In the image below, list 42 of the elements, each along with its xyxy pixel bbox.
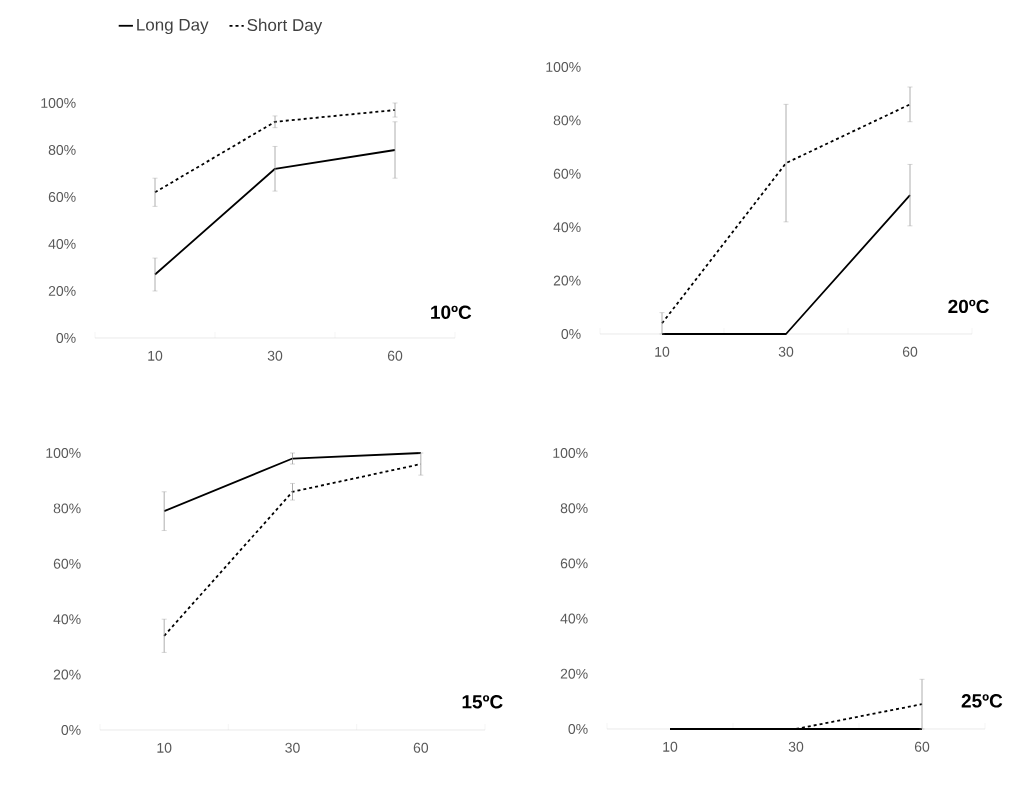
y-tick-label: 40% — [48, 239, 76, 249]
x-tick-label: 60 — [387, 350, 403, 361]
y-tick-label: 0% — [561, 329, 581, 339]
x-tick-label: 30 — [788, 741, 804, 752]
annotation: 15ºC — [462, 695, 503, 709]
x-tick-label: 30 — [285, 742, 300, 753]
x-tick-label: 10 — [663, 741, 678, 752]
x-tick-label: 10 — [148, 350, 163, 361]
text: 25ºC — [961, 694, 1003, 708]
legend-label: Long Day — [137, 18, 209, 35]
y-tick-label: 0% — [568, 724, 588, 734]
y-tick-label: 80% — [560, 503, 588, 514]
x-tick-label: 10 — [655, 346, 670, 357]
y-tick-label: 80% — [553, 115, 581, 126]
y-tick-label: 60% — [553, 168, 581, 179]
annotation: 20ºC — [948, 299, 989, 314]
y-tick-label: 80% — [48, 145, 76, 155]
x-tick-label: 10 — [157, 742, 172, 753]
y-tick-label: 100% — [46, 448, 81, 458]
y-tick-label: 100% — [41, 98, 76, 108]
y-tick-label: 40% — [53, 614, 81, 625]
x-tick-label: 30 — [267, 350, 283, 361]
y-tick-label: 20% — [53, 669, 81, 680]
y-tick-label: 60% — [48, 192, 76, 202]
annotation: 10ºC — [431, 305, 472, 320]
y-tick-label: 20% — [560, 668, 588, 679]
y-tick-label: 100% — [546, 62, 581, 72]
y-tick-label: 20% — [553, 275, 581, 286]
y-tick-label: 100% — [553, 448, 588, 458]
x-tick-label: 60 — [902, 346, 918, 357]
x-tick-label: 30 — [778, 346, 794, 357]
x-tick-label: 60 — [914, 741, 930, 752]
y-tick-label: 40% — [553, 222, 581, 233]
y-tick-label: 60% — [53, 558, 81, 569]
y-tick-label: 60% — [560, 558, 588, 569]
y-tick-label: 80% — [53, 503, 81, 514]
x-tick-label: 60 — [413, 742, 429, 753]
legend-label: Short Day — [247, 18, 323, 35]
y-tick-label: 0% — [61, 725, 81, 735]
y-tick-label: 20% — [48, 286, 76, 296]
y-tick-label: 40% — [560, 613, 588, 624]
y-tick-label: 0% — [56, 333, 76, 343]
